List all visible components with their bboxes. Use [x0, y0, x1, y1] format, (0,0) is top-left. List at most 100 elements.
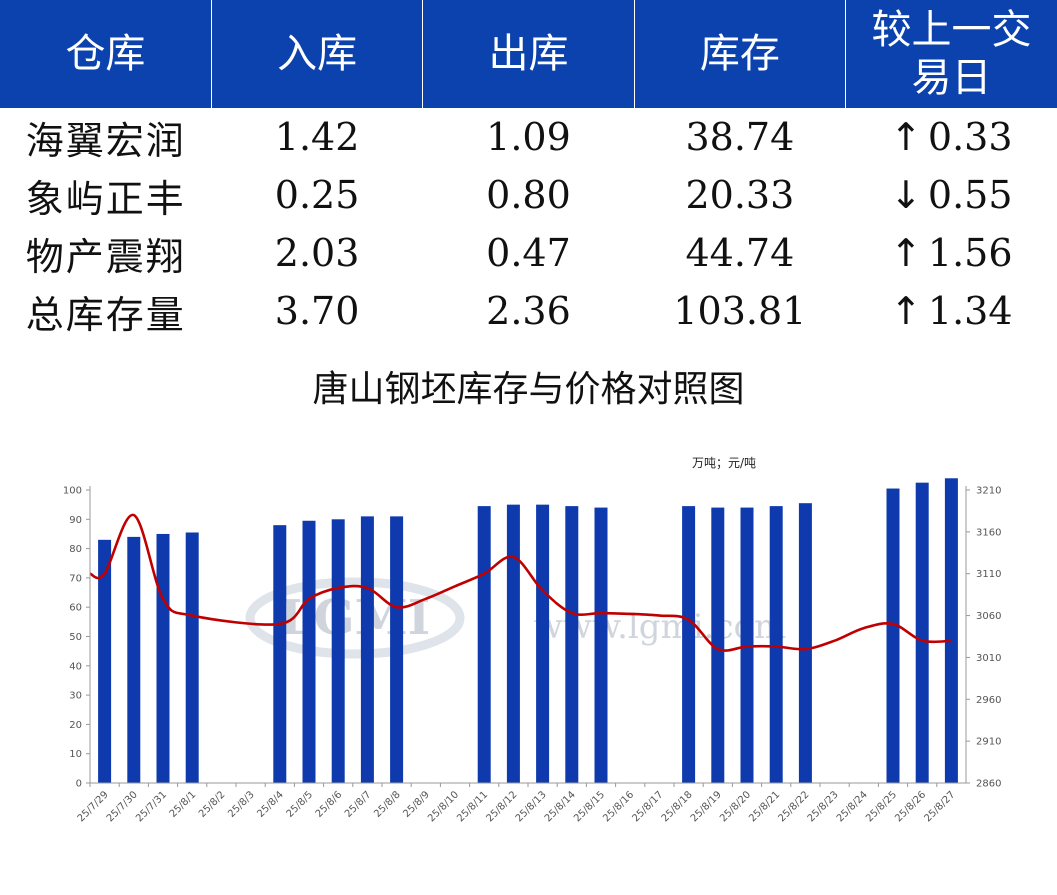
- table-row: 物产震翔 2.03 0.47 44.74 ↑ 1.56: [0, 224, 1057, 282]
- left-tick-label: 10: [69, 749, 82, 760]
- left-tick-label: 80: [69, 544, 82, 555]
- bar: [798, 503, 812, 783]
- price-line: [89, 513, 952, 652]
- x-tick-label: 25/8/13: [514, 789, 549, 824]
- inbound-cell: 3.70: [274, 289, 360, 333]
- bar: [682, 506, 696, 783]
- change-value: 1.34: [927, 289, 1013, 333]
- x-tick-label: 25/8/6: [314, 789, 345, 820]
- x-tick-label: 25/8/10: [426, 789, 461, 824]
- bar: [302, 520, 316, 783]
- change-value: 0.55: [927, 173, 1013, 217]
- left-tick-label: 70: [69, 573, 82, 584]
- left-tick-label: 0: [76, 779, 82, 790]
- left-tick-label: 50: [69, 632, 82, 643]
- x-tick-label: 25/8/1: [168, 789, 199, 820]
- arrow-up-icon: ↑: [890, 115, 922, 159]
- table-row: 象屿正丰 0.25 0.80 20.33 ↓ 0.55: [0, 166, 1057, 224]
- bar: [360, 516, 374, 783]
- header-change: 较上一交易日: [845, 0, 1057, 108]
- x-tick-label: 25/8/20: [718, 789, 753, 824]
- header-warehouse: 仓库: [0, 0, 212, 108]
- change-cell: ↓ 0.55: [846, 166, 1057, 224]
- bar: [886, 488, 900, 783]
- x-tick-label: 25/8/4: [255, 789, 286, 820]
- bar-series: [98, 478, 958, 783]
- inventory-table: 仓库 入库 出库 库存 较上一交易日 海翼宏润 1.42 1.09 38.74 ↑ 0.3…: [0, 0, 1057, 340]
- header-outbound: 出库: [422, 0, 635, 108]
- left-tick-label: 30: [69, 691, 82, 702]
- bar: [477, 506, 491, 783]
- left-tick-label: 40: [69, 661, 82, 672]
- bar: [711, 507, 725, 783]
- x-tick-label: 25/8/17: [630, 789, 665, 824]
- warehouse-name-cell: 物产震翔: [25, 234, 186, 279]
- x-tick-label: 25/7/30: [105, 789, 140, 824]
- x-tick-label: 25/8/19: [689, 789, 724, 824]
- x-tick-label: 25/8/23: [806, 789, 841, 824]
- bar: [331, 519, 345, 783]
- left-tick-label: 20: [69, 720, 82, 731]
- outbound-cell: 0.80: [486, 173, 571, 217]
- bar: [536, 504, 550, 783]
- bar: [98, 539, 112, 783]
- bar: [769, 506, 783, 783]
- arrow-up-icon: ↑: [890, 231, 922, 275]
- watermark-logo-ring: [245, 577, 465, 659]
- x-tick-label: 25/8/5: [285, 789, 316, 820]
- table-row: 海翼宏润 1.42 1.09 38.74 ↑ 0.33: [0, 108, 1057, 166]
- inbound-cell: 1.42: [274, 115, 360, 159]
- right-tick-label: 2960: [976, 695, 1001, 706]
- right-tick-label: 3060: [976, 611, 1001, 622]
- warehouse-name-cell: 象屿正丰: [25, 176, 186, 221]
- x-tick-label: 25/8/27: [922, 789, 957, 824]
- bar: [944, 478, 958, 783]
- outbound-cell: 1.09: [486, 115, 571, 159]
- x-tick-label: 25/8/25: [864, 789, 899, 824]
- x-tick-label: 25/8/24: [835, 789, 870, 824]
- change-value: 0.33: [927, 115, 1013, 159]
- table-header-row: 仓库 入库 出库 库存 较上一交易日: [0, 0, 1057, 108]
- stock-cell: 38.74: [685, 115, 795, 159]
- header-stock: 库存: [633, 0, 846, 108]
- header-inbound: 入库: [210, 0, 423, 108]
- change-cell: ↑ 1.34: [846, 282, 1057, 340]
- stock-price-chart: LGMI www.lgmi.com 0102030405060708090100…: [63, 456, 1002, 824]
- x-tick-label: 25/8/22: [776, 789, 811, 824]
- bar: [390, 516, 404, 783]
- left-tick-label: 100: [63, 486, 82, 497]
- left-tick-label: 90: [69, 515, 82, 526]
- left-tick-label: 60: [69, 603, 82, 614]
- x-tick-label: 25/8/12: [484, 789, 519, 824]
- bar: [565, 506, 579, 783]
- x-tick-label: 25/8/21: [747, 789, 782, 824]
- arrow-down-icon: ↓: [890, 173, 922, 217]
- line-series: [89, 513, 952, 652]
- right-tick-label: 3110: [976, 569, 1001, 580]
- bar: [594, 507, 608, 783]
- x-tick-label: 25/8/26: [893, 789, 928, 824]
- x-tick-label: 25/8/8: [372, 789, 403, 820]
- watermark-logo-text: LGMI: [280, 590, 430, 646]
- x-tick-label: 25/8/11: [455, 789, 490, 824]
- x-tick-label: 25/8/2: [197, 789, 228, 820]
- right-tick-label: 3010: [976, 653, 1001, 664]
- x-tick-label: 25/8/7: [343, 789, 374, 820]
- outbound-cell: 0.47: [486, 231, 571, 275]
- right-tick-label: 2860: [976, 779, 1001, 790]
- unit-label: 万吨；元/吨: [692, 456, 756, 470]
- x-tick-label: 25/8/16: [601, 789, 636, 824]
- inbound-cell: 2.03: [274, 231, 360, 275]
- x-tick-label: 25/8/18: [660, 789, 695, 824]
- change-cell: ↑ 0.33: [846, 108, 1057, 166]
- bar: [185, 532, 199, 783]
- bar: [273, 525, 287, 783]
- table-row: 总库存量 3.70 2.36 103.81 ↑ 1.34: [0, 282, 1057, 340]
- bar: [506, 504, 520, 783]
- stock-cell: 103.81: [673, 289, 807, 333]
- bar: [915, 482, 929, 783]
- right-tick-label: 2910: [976, 737, 1001, 748]
- inbound-cell: 0.25: [274, 173, 360, 217]
- outbound-cell: 2.36: [486, 289, 571, 333]
- warehouse-name-cell: 海翼宏润: [25, 118, 186, 163]
